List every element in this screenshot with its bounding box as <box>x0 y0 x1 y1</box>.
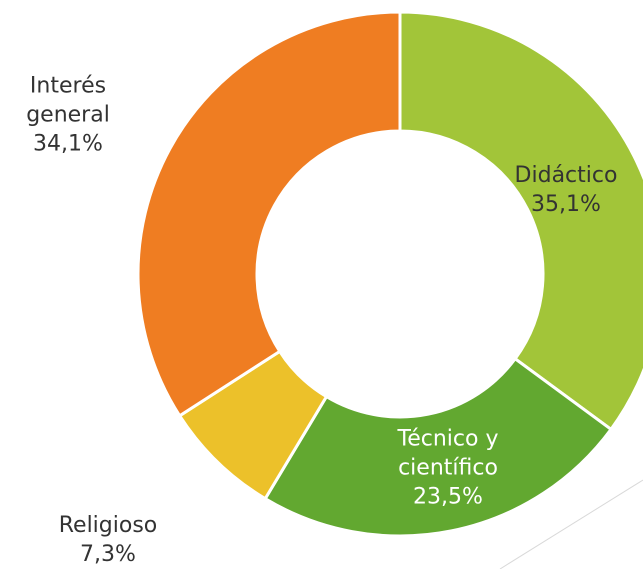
category-name: Interés general <box>26 73 110 128</box>
category-name: Religioso <box>58 513 158 538</box>
decor-line <box>499 479 643 569</box>
slice-label: Didáctico 35,1% <box>506 161 626 219</box>
value-label: 34,1% <box>33 131 103 157</box>
category-name: Didáctico <box>514 163 618 188</box>
value-label: 23,5% <box>413 484 483 510</box>
slice-label: Religioso 7,3% <box>48 511 168 569</box>
donut-slice <box>136 10 402 418</box>
donut-slice <box>398 10 643 432</box>
slice-label: Técnico y científico 23,5% <box>373 425 523 512</box>
value-label: 7,3% <box>80 542 136 567</box>
slice-label: Interés general 34,1% <box>13 72 123 159</box>
category-name: Técnico y científico <box>397 426 499 481</box>
donut-slice <box>263 356 614 538</box>
value-label: 35,1% <box>531 192 601 217</box>
